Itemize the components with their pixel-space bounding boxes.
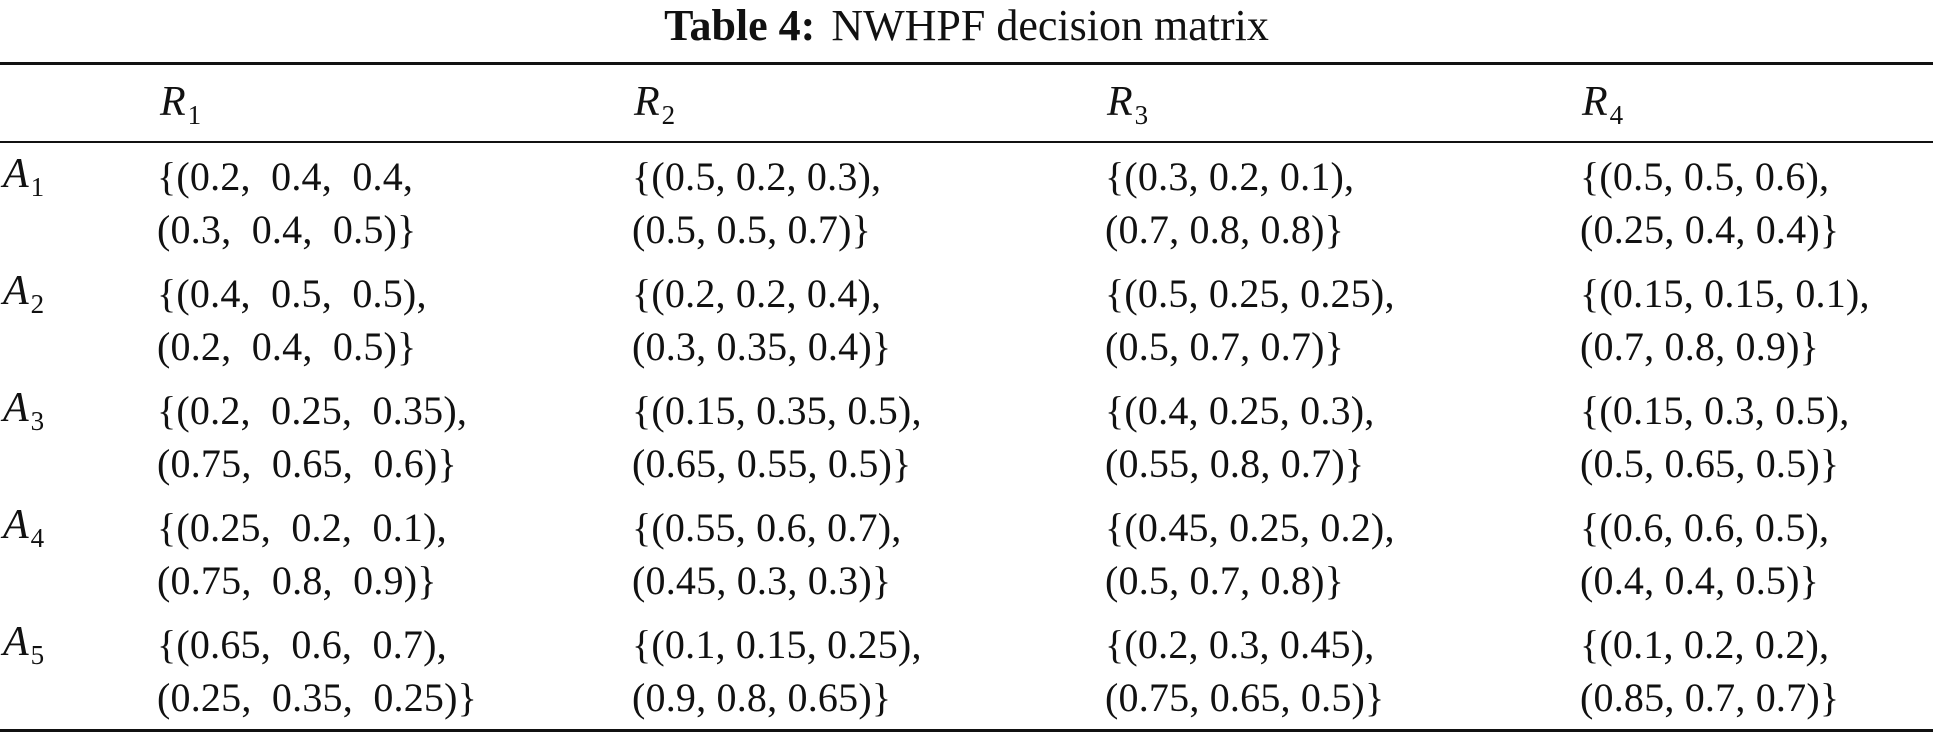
table-cell: {(0.65, 0.6, 0.7), (0.25, 0.35, 0.25)} [157, 622, 478, 720]
table-cell: {(0.45, 0.25, 0.2), (0.5, 0.7, 0.8)} [1105, 505, 1395, 603]
table-cell: {(0.1, 0.15, 0.25), (0.9, 0.8, 0.65)} [632, 622, 922, 720]
table-row-a3: A3 {(0.2, 0.25, 0.35), (0.75, 0.65, 0.6)}… [0, 380, 1933, 497]
table-body: A1 {(0.2, 0.4, 0.4, (0.3, 0.4, 0.5)} {(0.… [0, 146, 1933, 731]
table-row-a4: A4 {(0.25, 0.2, 0.1), (0.75, 0.8, 0.9)} {… [0, 497, 1933, 614]
table-cell: {(0.3, 0.2, 0.1), (0.7, 0.8, 0.8)} [1105, 154, 1355, 252]
table-cell: {(0.55, 0.6, 0.7), (0.45, 0.3, 0.3)} [632, 505, 902, 603]
row-header-a5: A5 [3, 619, 45, 670]
table-row-a2: A2 {(0.4, 0.5, 0.5), (0.2, 0.4, 0.5)} {(0… [0, 263, 1933, 380]
row-header-a4: A4 [3, 502, 45, 553]
table-cell: {(0.5, 0.2, 0.3), (0.5, 0.5, 0.7)} [632, 154, 882, 252]
table-cell: {(0.5, 0.5, 0.6), (0.25, 0.4, 0.4)} [1580, 154, 1840, 252]
caption-title: NWHPF decision matrix [831, 1, 1269, 50]
table-cell: {(0.15, 0.15, 0.1), (0.7, 0.8, 0.9)} [1580, 271, 1870, 369]
table-cell: {(0.15, 0.3, 0.5), (0.5, 0.65, 0.5)} [1580, 388, 1850, 486]
header-rule [0, 141, 1933, 143]
row-header-a3: A3 [3, 385, 45, 436]
table-cell: {(0.2, 0.3, 0.45), (0.75, 0.65, 0.5)} [1105, 622, 1385, 720]
table-cell: {(0.2, 0.2, 0.4), (0.3, 0.35, 0.4)} [632, 271, 892, 369]
table-cell: {(0.4, 0.5, 0.5), (0.2, 0.4, 0.5)} [157, 271, 427, 369]
table-cell: {(0.6, 0.6, 0.5), (0.4, 0.4, 0.5)} [1580, 505, 1830, 603]
table-cell: {(0.2, 0.4, 0.4, (0.3, 0.4, 0.5)} [157, 154, 417, 252]
column-header-r3: R3 [1107, 79, 1149, 130]
table-cell: {(0.1, 0.2, 0.2), (0.85, 0.7, 0.7)} [1580, 622, 1840, 720]
table-caption: Table 4: NWHPF decision matrix [0, 0, 1933, 50]
table-cell: {(0.2, 0.25, 0.35), (0.75, 0.65, 0.6)} [157, 388, 468, 486]
table-cell: {(0.4, 0.25, 0.3), (0.55, 0.8, 0.7)} [1105, 388, 1375, 486]
row-header-a1: A1 [3, 151, 45, 202]
column-header-r1: R1 [160, 79, 202, 130]
table-row-a5: A5 {(0.65, 0.6, 0.7), (0.25, 0.35, 0.25)}… [0, 614, 1933, 731]
bottom-rule [0, 729, 1933, 732]
table-header-row: R1 R2 R3 R4 [0, 72, 1933, 136]
row-header-a2: A2 [3, 268, 45, 319]
table-cell: {(0.5, 0.25, 0.25), (0.5, 0.7, 0.7)} [1105, 271, 1395, 369]
table-cell: {(0.25, 0.2, 0.1), (0.75, 0.8, 0.9)} [157, 505, 447, 603]
top-rule [0, 62, 1933, 65]
caption-label: Table 4: [664, 1, 816, 50]
column-header-r4: R4 [1582, 79, 1624, 130]
table-row-a1: A1 {(0.2, 0.4, 0.4, (0.3, 0.4, 0.5)} {(0.… [0, 146, 1933, 263]
table-cell: {(0.15, 0.35, 0.5), (0.65, 0.55, 0.5)} [632, 388, 922, 486]
column-header-r2: R2 [634, 79, 676, 130]
